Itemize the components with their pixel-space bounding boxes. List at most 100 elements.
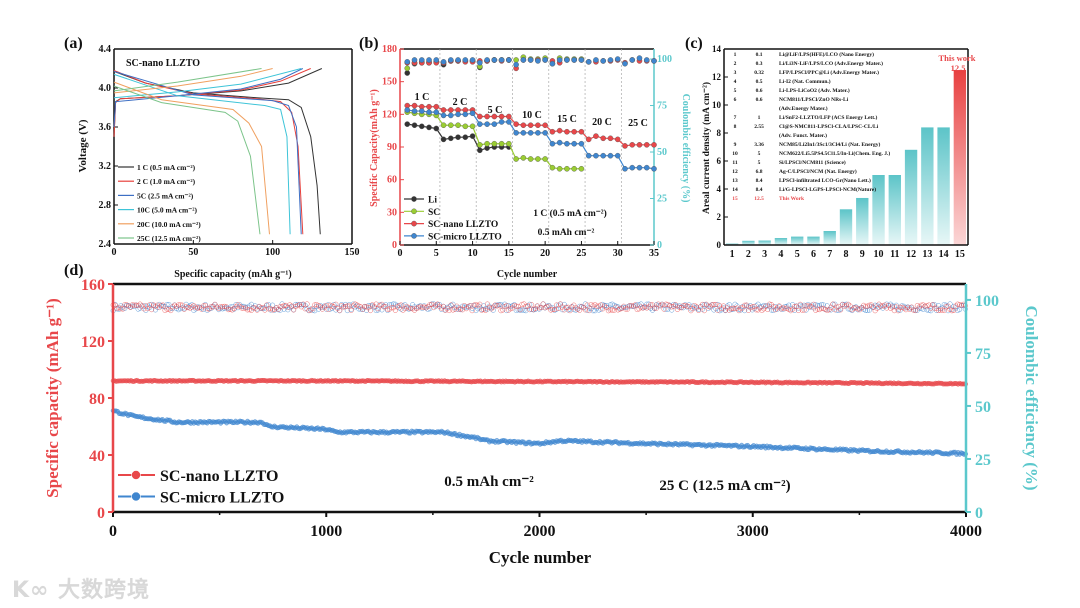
ce-point: [571, 57, 577, 63]
table-number: 2: [734, 61, 737, 67]
ce-point: [864, 307, 871, 313]
capacity-point: [593, 152, 599, 159]
ce-point: [454, 306, 460, 313]
y-tick-label: 12: [712, 72, 722, 82]
voltage-curve-discharge: [113, 70, 302, 235]
capacity-point: [636, 164, 643, 171]
table-value: 5: [758, 151, 761, 157]
x-tick-label: 6: [811, 249, 816, 260]
table-reference: Li-LPS-LiCoO2 (Adv. Mater.): [779, 87, 850, 94]
ce-point: [360, 306, 366, 312]
ce-point: [400, 307, 406, 313]
ce-point: [258, 305, 264, 311]
ce-point: [484, 57, 490, 63]
ce-point: [350, 303, 356, 309]
voltage-curve-discharge: [113, 81, 270, 235]
x-tick-label: 3000: [737, 523, 769, 540]
ce-point: [227, 306, 233, 312]
ce-point: [732, 306, 738, 312]
capacity-point: [643, 164, 650, 171]
x-tick-label: 30: [613, 248, 623, 259]
ce-point: [208, 304, 214, 310]
bar: [888, 175, 901, 245]
ce-point: [592, 308, 598, 314]
capacity-point: [498, 119, 505, 125]
y-axis-label-right: Coulombic efficiency (%): [680, 94, 691, 203]
ce-point: [701, 308, 707, 314]
ce-point: [609, 307, 615, 313]
ce-point: [191, 303, 197, 309]
ce-point: [863, 307, 869, 313]
capacity-point: [607, 152, 614, 159]
ce-point: [953, 303, 959, 309]
ce-point: [744, 302, 750, 308]
areal-capacity-annotation: 0.5 mAh cm⁻²: [538, 228, 595, 238]
x-tick-label: 50: [188, 247, 198, 258]
ce-point: [922, 303, 928, 309]
capacity-point: [571, 140, 577, 147]
ce-point: [939, 307, 945, 313]
table-number: 5: [734, 88, 737, 94]
ce-point: [342, 304, 348, 310]
bar: [742, 240, 755, 245]
table-number: 14: [732, 187, 738, 193]
capacity-point: [622, 165, 628, 172]
x-tick-label: 14: [939, 249, 949, 260]
table-value: 0.6: [756, 88, 763, 94]
ce-point: [221, 303, 228, 309]
ce-point: [323, 302, 329, 309]
ce-point: [578, 57, 585, 63]
x-axis-label: Specific capacity (mAh g⁻¹): [174, 269, 291, 280]
y-tick-label: 180: [382, 44, 397, 55]
capacity-point: [564, 128, 570, 135]
ce-point: [632, 302, 638, 308]
table-value: 0.5: [756, 79, 763, 85]
ce-point: [262, 307, 268, 313]
capacity-point: [549, 128, 556, 135]
ce-point: [410, 306, 416, 312]
table-number: 6: [734, 97, 737, 103]
table-reference: Li@LiF/LPS(HFE)/LCO (Nano Energy): [779, 51, 874, 58]
ce-point: [440, 59, 447, 65]
y-tick-label: 30: [387, 207, 397, 218]
ce-point: [461, 303, 467, 309]
ce-point: [564, 57, 570, 63]
ce-point: [448, 302, 454, 308]
ce-point: [838, 307, 844, 313]
ce-point: [874, 305, 880, 311]
ce-point: [160, 302, 166, 308]
bar: [904, 149, 918, 245]
table-number: 4: [734, 79, 737, 85]
x-tick-label: 4000: [950, 523, 982, 540]
ce-point: [404, 59, 411, 65]
ce-point: [152, 307, 158, 313]
ce-point: [918, 302, 924, 308]
ce-point: [204, 306, 210, 312]
ce-point: [845, 301, 851, 307]
ce-point: [863, 303, 869, 309]
table-reference: Li/G-LPSCl-LGPS-LPSCl-NCM(Nature): [779, 186, 876, 193]
ce-point: [335, 306, 341, 312]
capacity-point: [549, 140, 556, 147]
ce-point: [928, 308, 934, 314]
ce-point: [569, 304, 575, 310]
ce-point: [680, 302, 686, 309]
voltage-curve-charge: [113, 68, 302, 99]
ce-point: [749, 304, 755, 310]
ce-point: [475, 306, 481, 312]
ce-point: [559, 304, 565, 310]
ce-point: [611, 307, 617, 313]
capacity-point: [542, 156, 548, 162]
ce-point: [269, 307, 276, 313]
x-tick-label: 100: [265, 247, 280, 258]
ce-point: [801, 307, 807, 313]
ce-point: [362, 303, 368, 309]
ce-point: [803, 303, 809, 309]
ce-point: [375, 307, 381, 313]
ce-point: [951, 307, 957, 313]
legend-label: Li: [428, 196, 437, 206]
x-tick-label: 0: [112, 247, 117, 258]
capacity-point: [426, 103, 432, 110]
rate-annotation: 25 C (12.5 mA cm⁻²): [659, 478, 790, 494]
ce-point: [663, 306, 669, 312]
